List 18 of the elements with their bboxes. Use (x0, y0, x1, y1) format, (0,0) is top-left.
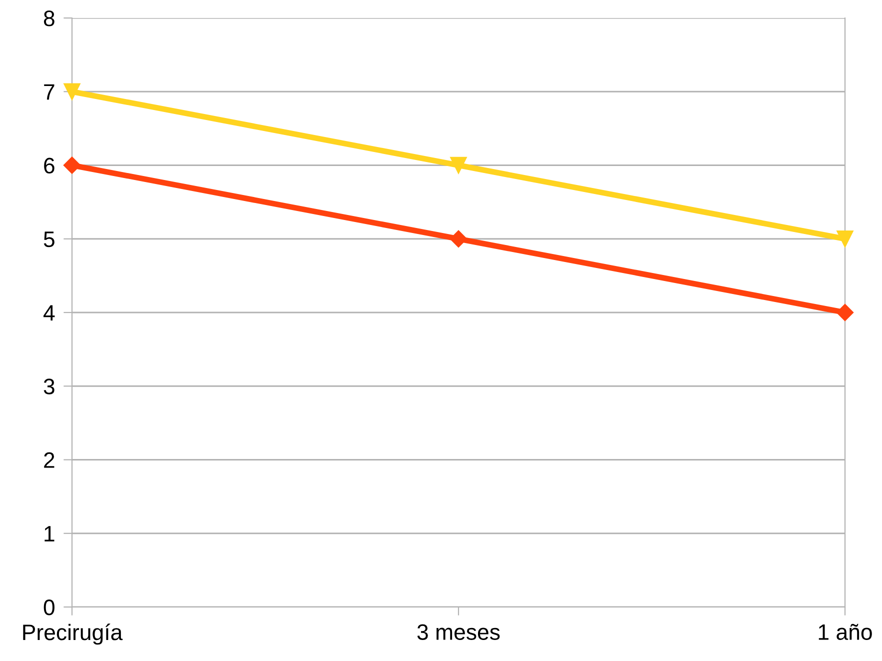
point (836, 230, 854, 248)
point (836, 304, 854, 322)
y-tick-label: 5 (44, 232, 54, 248)
y-tick-label: 7 (44, 84, 54, 100)
point (450, 230, 468, 248)
y-tick-label: 4 (43, 305, 55, 321)
y-tick-label: 1 (44, 526, 54, 542)
point (450, 156, 467, 174)
x-tick-label: Precirugía (23, 624, 123, 645)
y-tick-label: 0 (44, 600, 54, 616)
y-tick-label: 2 (44, 452, 54, 468)
y-tick-label: 3 (44, 378, 54, 394)
y-tick-label: 8 (44, 10, 54, 26)
y-tick-label: 6 (44, 158, 54, 174)
point (63, 156, 81, 174)
point (64, 83, 80, 100)
x-tick-label: 3 meses (417, 624, 500, 640)
x-tick-label: 1 año (818, 624, 872, 640)
